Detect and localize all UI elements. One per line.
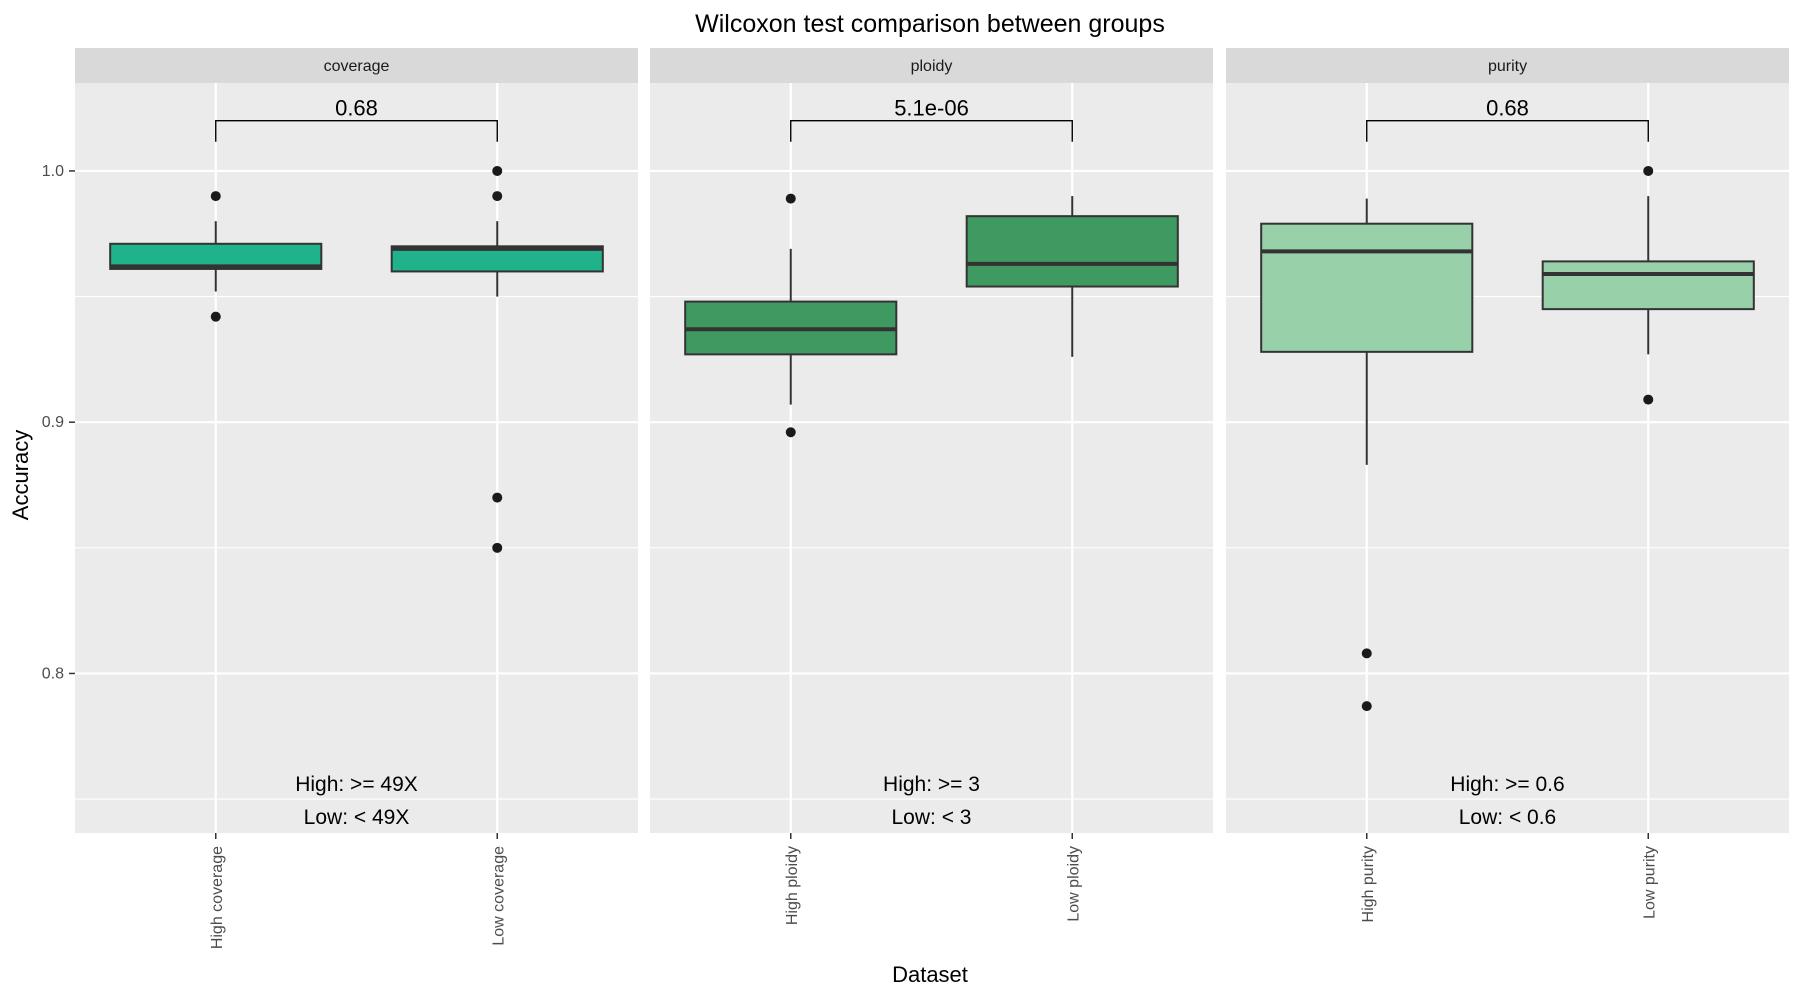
y-axis: 0.8 0.9 1.0 <box>42 163 75 682</box>
outlier-point <box>492 492 503 503</box>
y-tick-label: 1.0 <box>42 163 64 180</box>
group-threshold-note: High: >= 3 <box>883 773 980 796</box>
y-tick-label: 0.9 <box>42 414 64 431</box>
facet-panels: coverage High coverage Low coverage 0.68 Hig… <box>75 48 1789 949</box>
box-high-coverage <box>109 191 323 322</box>
outlier-point <box>1361 648 1372 659</box>
p-value-label: 5.1e-06 <box>894 96 969 121</box>
box-low-ploidy <box>965 196 1179 357</box>
y-tick-label: 0.8 <box>42 665 64 682</box>
outlier-point <box>210 191 221 202</box>
outlier-point <box>492 165 503 176</box>
box-low-purity <box>1541 165 1755 405</box>
strip-label: purity <box>1488 58 1527 75</box>
outlier-point <box>1643 394 1654 405</box>
group-threshold-note: Low: < 0.6 <box>1459 806 1556 829</box>
panel-background <box>650 83 1213 833</box>
group-threshold-note: Low: < 3 <box>892 806 972 829</box>
x-tick-label: High ploidy <box>784 846 801 925</box>
p-value-label: 0.68 <box>1486 96 1529 121</box>
strip-background <box>75 48 638 83</box>
group-threshold-note: Low: < 49X <box>304 806 410 829</box>
outlier-point <box>1361 701 1372 712</box>
panel-background <box>75 83 638 833</box>
group-threshold-note: High: >= 0.6 <box>1450 773 1564 796</box>
panel-ploidy: ploidy High ploidy Low ploidy 5.1e-06 High: … <box>650 48 1213 925</box>
chart-title: Wilcoxon test comparison between groups <box>695 10 1165 38</box>
outlier-point <box>492 191 503 202</box>
x-tick-label: Low purity <box>1641 846 1658 919</box>
outlier-point <box>492 542 503 553</box>
outlier-point <box>1643 165 1654 176</box>
strip-background <box>650 48 1213 83</box>
box-iqr <box>965 215 1179 288</box>
significance-bracket <box>1366 119 1649 142</box>
box-high-purity <box>1260 198 1474 712</box>
strip-label: ploidy <box>911 58 953 75</box>
box-high-ploidy <box>684 193 898 438</box>
significance-bracket <box>215 119 498 142</box>
box-low-coverage <box>390 165 604 553</box>
strip-background <box>1226 48 1789 83</box>
panel-purity: purity High purity Low purity 0.68 High: >= … <box>1226 48 1789 922</box>
x-tick-label: Low coverage <box>490 846 507 946</box>
outlier-point <box>785 427 796 438</box>
x-axis-title: Dataset <box>892 962 968 987</box>
outlier-point <box>210 311 221 322</box>
outlier-point <box>785 193 796 204</box>
box-iqr <box>1260 222 1474 353</box>
box-iqr <box>1541 260 1755 311</box>
x-tick-label: Low ploidy <box>1065 846 1082 922</box>
p-value-label: 0.68 <box>335 96 378 121</box>
panel-coverage: coverage High coverage Low coverage 0.68 Hig… <box>75 48 638 949</box>
x-tick-label: High coverage <box>209 846 226 949</box>
significance-bracket <box>790 119 1073 142</box>
strip-label: coverage <box>324 58 390 75</box>
panel-background <box>1226 83 1789 833</box>
group-threshold-note: High: >= 49X <box>295 773 418 796</box>
x-tick-label: High purity <box>1360 846 1377 922</box>
y-axis-title: Accuracy <box>8 430 33 520</box>
